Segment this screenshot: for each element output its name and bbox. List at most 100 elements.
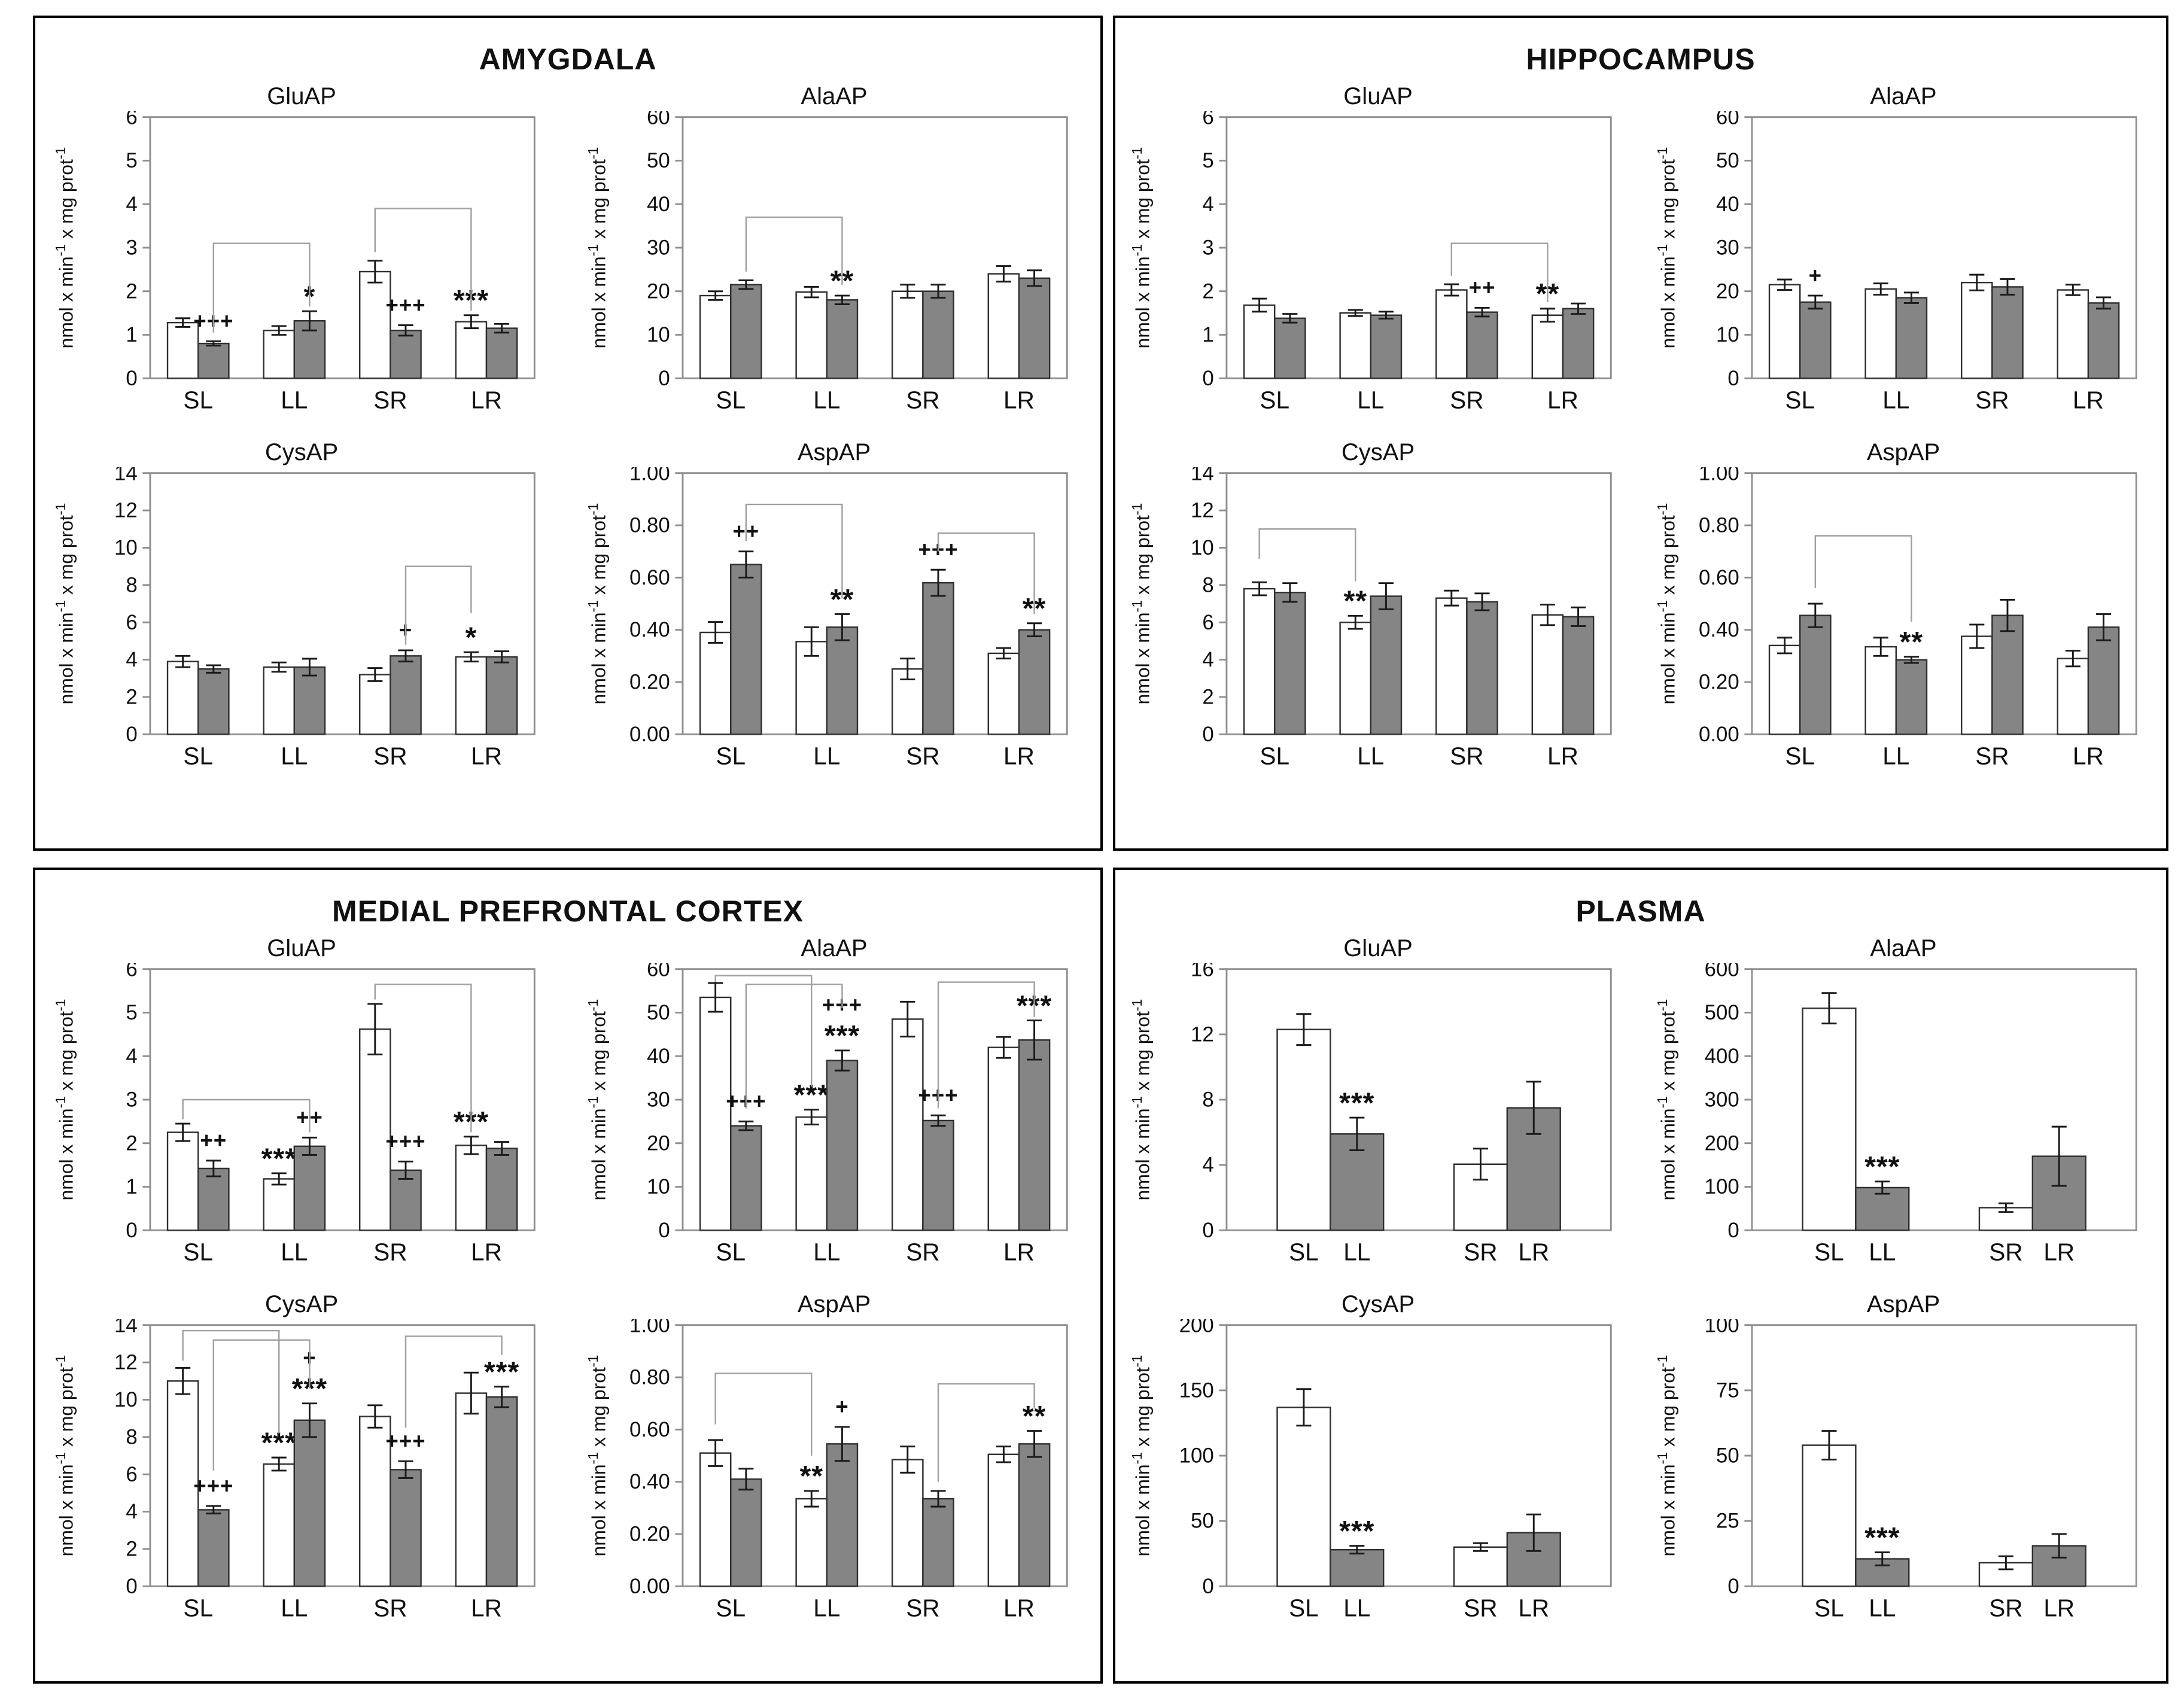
svg-text:0.60: 0.60: [629, 1419, 670, 1441]
svg-text:LL: LL: [1882, 387, 1909, 414]
svg-text:2: 2: [126, 686, 137, 709]
svg-text:LL: LL: [813, 742, 840, 770]
svg-text:SL: SL: [716, 1238, 746, 1266]
svg-text:0.00: 0.00: [629, 1575, 670, 1598]
svg-text:100: 100: [1705, 1176, 1739, 1198]
svg-text:SR: SR: [1989, 1238, 2022, 1266]
chart-hippocampus-gluap: GluAP 0 1 2 3 4 5 6 nmol x min-1 x mg prot-1 SL L…: [1124, 81, 1632, 435]
svg-text:SL: SL: [1260, 742, 1289, 770]
svg-text:nmol x min-1 x mg prot-1: nmol x min-1 x mg prot-1: [585, 147, 610, 349]
svg-text:SR: SR: [1975, 387, 2009, 414]
svg-text:0.40: 0.40: [629, 1471, 670, 1493]
svg-text:75: 75: [1716, 1379, 1739, 1402]
svg-text:3: 3: [1202, 237, 1213, 260]
svg-text:0: 0: [1727, 1219, 1739, 1242]
svg-text:3: 3: [126, 1089, 137, 1112]
bar-plot-mpfc-cysap: 0 2 4 6 8 10 12 14 nmol x min-1 x mg prot-1 +++ SL…: [53, 1319, 536, 1622]
svg-text:LR: LR: [471, 387, 502, 414]
svg-text:nmol x min-1 x mg prot-1: nmol x min-1 x mg prot-1: [585, 1355, 610, 1557]
svg-text:SR: SR: [373, 1594, 407, 1622]
svg-text:8: 8: [1202, 574, 1213, 597]
bar-plot-plasma-gluap: 0 4 8 12 16 nmol x min-1 x mg prot-1 SL *** LL SR…: [1129, 963, 1612, 1266]
svg-text:nmol x min-1 x mg prot-1: nmol x min-1 x mg prot-1: [1129, 1355, 1154, 1557]
svg-text:0.00: 0.00: [1699, 723, 1739, 746]
svg-text:*: *: [465, 621, 477, 653]
svg-text:400: 400: [1705, 1045, 1739, 1068]
svg-text:2: 2: [126, 1538, 137, 1561]
svg-text:10: 10: [647, 1176, 670, 1198]
bar-plot-mpfc-gluap: 0 1 2 3 4 5 6 nmol x min-1 x mg prot-1 ++ SL *** ++…: [53, 963, 536, 1266]
svg-text:LL: LL: [813, 387, 840, 414]
svg-text:SL: SL: [1814, 1594, 1844, 1622]
svg-text:SR: SR: [373, 742, 407, 770]
svg-text:LR: LR: [1003, 387, 1035, 414]
bar-plot-hippocampus-aspap: 0.00 0.20 0.40 0.60 0.80 1.00 nmol x min-1 x m…: [1654, 467, 2137, 770]
svg-text:0: 0: [1202, 1575, 1213, 1598]
svg-text:6: 6: [126, 1463, 137, 1486]
svg-text:SR: SR: [1464, 1238, 1497, 1266]
svg-text:SR: SR: [373, 387, 407, 414]
svg-text:SL: SL: [183, 742, 213, 770]
svg-text:+: +: [1809, 263, 1822, 288]
svg-text:+++: +++: [385, 1429, 425, 1453]
chart-mpfc-alaap: AlaAP 0 10 20 30 40 50 60 nmol x min-1 x mg pro…: [580, 933, 1088, 1287]
svg-text:SR: SR: [906, 742, 939, 770]
svg-text:LR: LR: [1003, 1238, 1035, 1266]
svg-text:0: 0: [1727, 1575, 1739, 1598]
svg-text:50: 50: [1716, 1445, 1739, 1468]
svg-text:12: 12: [1191, 500, 1214, 522]
hippocampus-charts: GluAP 0 1 2 3 4 5 6 nmol x min-1 x mg prot-1 SL L…: [1115, 81, 2166, 791]
svg-text:1.00: 1.00: [629, 467, 670, 485]
svg-text:LR: LR: [2043, 1238, 2075, 1266]
svg-text:LL: LL: [281, 1594, 308, 1622]
chart-title: GluAP: [1343, 83, 1413, 109]
svg-text:LL: LL: [813, 1594, 840, 1622]
svg-text:+++: +++: [193, 1474, 233, 1498]
svg-text:0.20: 0.20: [1699, 671, 1739, 694]
svg-text:***: ***: [1339, 1087, 1374, 1119]
svg-text:14: 14: [1191, 467, 1214, 485]
svg-text:2: 2: [126, 1132, 137, 1155]
chart-plasma-aspap: AspAP 0 25 50 75 100 nmol x min-1 x mg prot-1…: [1649, 1289, 2158, 1643]
svg-text:nmol x min-1 x mg prot-1: nmol x min-1 x mg prot-1: [1129, 999, 1154, 1201]
svg-text:+++: +++: [385, 1129, 425, 1154]
svg-text:0: 0: [126, 723, 137, 746]
svg-text:20: 20: [1716, 280, 1739, 303]
svg-text:6: 6: [1202, 611, 1213, 634]
svg-text:5: 5: [1202, 150, 1213, 172]
chart-title: AspAP: [1866, 1291, 1940, 1317]
svg-text:LR: LR: [2073, 387, 2104, 414]
svg-text:**: **: [799, 1460, 823, 1492]
panel-hippocampus: HIPPOCAMPUS GluAP 0 1 2 3 4 5 6 nmol x min-1 x …: [1113, 16, 2168, 851]
svg-text:40: 40: [647, 193, 670, 216]
svg-text:***: ***: [1339, 1515, 1374, 1547]
svg-text:LL: LL: [1882, 742, 1909, 770]
svg-text:2: 2: [126, 280, 137, 303]
svg-text:30: 30: [647, 237, 670, 260]
svg-text:***: ***: [825, 1020, 860, 1052]
chart-mpfc-gluap: GluAP 0 1 2 3 4 5 6 nmol x min-1 x mg prot-1 ++ S…: [47, 933, 556, 1287]
svg-text:SL: SL: [716, 387, 746, 414]
svg-text:LL: LL: [281, 742, 308, 770]
svg-text:6: 6: [126, 963, 137, 981]
svg-text:0: 0: [1202, 367, 1213, 390]
svg-text:4: 4: [126, 1501, 137, 1523]
svg-text:0.60: 0.60: [629, 567, 670, 589]
svg-text:1: 1: [1202, 324, 1213, 346]
svg-text:25: 25: [1716, 1510, 1739, 1533]
plasma-charts: GluAP 0 4 8 12 16 nmol x min-1 x mg prot-1 SL *…: [1115, 933, 2166, 1643]
svg-text:LR: LR: [1518, 1594, 1549, 1622]
svg-text:3: 3: [126, 237, 137, 260]
svg-text:nmol x min-1 x mg prot-1: nmol x min-1 x mg prot-1: [1129, 503, 1154, 705]
svg-text:SR: SR: [1464, 1594, 1497, 1622]
chart-hippocampus-cysap: CysAP 0 2 4 6 8 10 12 14 nmol x min-1 x mg prot-…: [1124, 437, 1632, 791]
svg-text:nmol x min-1 x mg prot-1: nmol x min-1 x mg prot-1: [1129, 147, 1154, 349]
bar-plot-hippocampus-cysap: 0 2 4 6 8 10 12 14 nmol x min-1 x mg prot-1 SL ** L…: [1129, 467, 1612, 770]
panel-title-plasma: PLASMA: [1575, 894, 1706, 928]
svg-text:***: ***: [1864, 1521, 1900, 1554]
svg-text:SL: SL: [183, 387, 213, 414]
